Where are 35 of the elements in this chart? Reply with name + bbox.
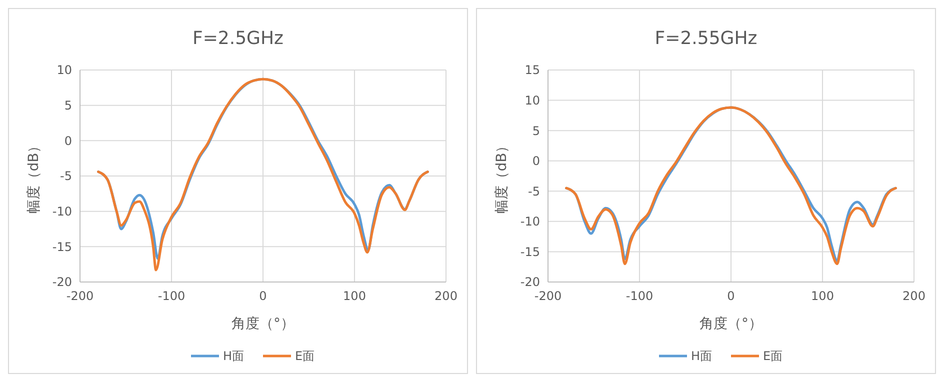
x-tick-label: -200 bbox=[534, 289, 562, 303]
x-tick-label: -200 bbox=[66, 289, 94, 303]
chart-title: F=2.55GHz bbox=[654, 28, 758, 49]
x-axis-title: 角度（°） bbox=[232, 316, 294, 332]
y-axis-title: 幅度（dB） bbox=[494, 138, 510, 214]
legend-label: H面 bbox=[691, 349, 712, 364]
x-tick-label: -100 bbox=[626, 289, 654, 303]
y-tick-label: 0 bbox=[64, 134, 72, 148]
chart-title: F=2.5GHz bbox=[192, 28, 284, 49]
legend-label: H面 bbox=[223, 349, 244, 364]
x-axis-title: 角度（°） bbox=[700, 316, 762, 332]
y-tick-label: 5 bbox=[532, 124, 540, 138]
y-tick-label: -10 bbox=[52, 204, 72, 219]
y-tick-label: 15 bbox=[524, 63, 540, 78]
x-tick-label: 100 bbox=[343, 289, 366, 303]
legend-label: E面 bbox=[295, 349, 315, 364]
y-tick-label: 0 bbox=[532, 154, 540, 168]
x-tick-label: 100 bbox=[811, 289, 834, 303]
legend-label: E面 bbox=[763, 349, 783, 364]
y-tick-label: -10 bbox=[520, 214, 540, 229]
y-tick-label: 10 bbox=[524, 93, 540, 108]
y-axis-title: 幅度（dB） bbox=[26, 138, 42, 214]
y-tick-label: -20 bbox=[520, 275, 540, 290]
y-tick-label: -15 bbox=[520, 244, 540, 259]
y-tick-label: -5 bbox=[60, 169, 72, 184]
y-tick-label: 10 bbox=[56, 63, 72, 78]
y-tick-label: 5 bbox=[64, 98, 72, 113]
x-tick-label: -100 bbox=[158, 289, 186, 303]
y-tick-label: -20 bbox=[52, 275, 72, 290]
y-tick-label: -15 bbox=[52, 240, 72, 254]
x-tick-label: 0 bbox=[259, 289, 267, 303]
x-tick-label: 0 bbox=[727, 289, 735, 303]
x-tick-label: 200 bbox=[434, 289, 458, 303]
x-tick-label: 200 bbox=[902, 289, 926, 303]
y-tick-label: -5 bbox=[528, 184, 540, 198]
